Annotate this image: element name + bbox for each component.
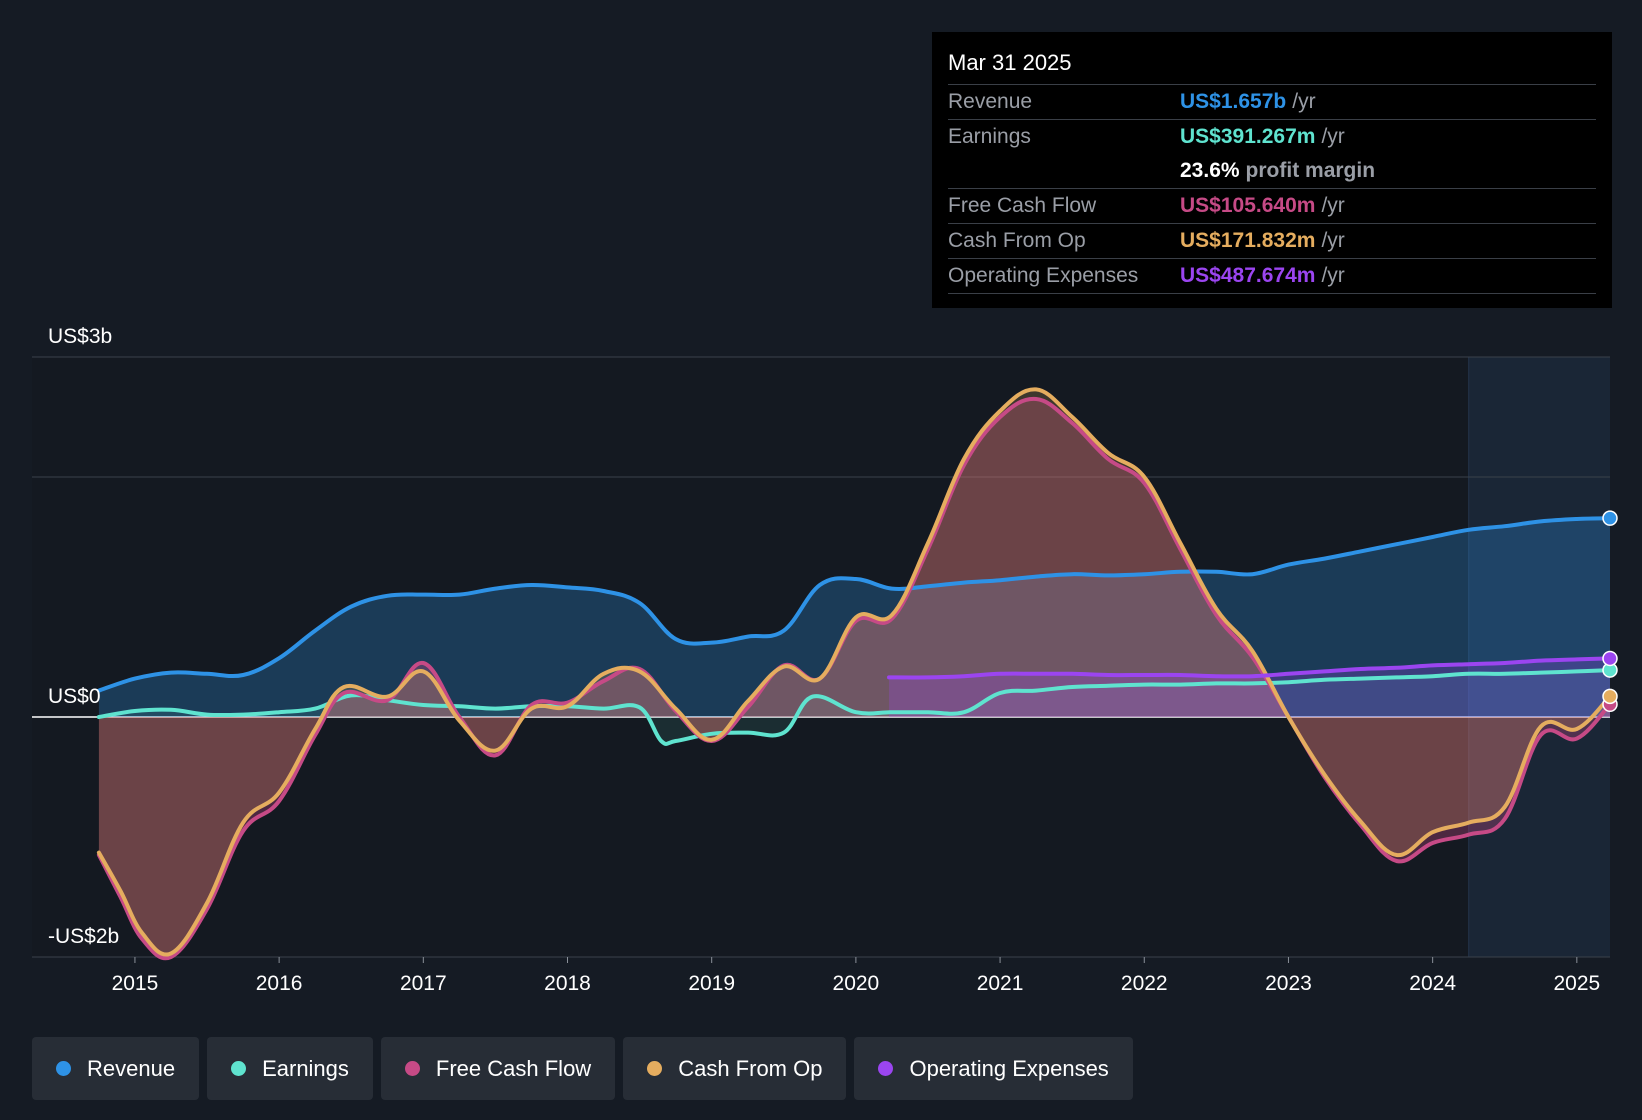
earnings-line (96, 668, 1612, 746)
legend-label: Operating Expenses (909, 1055, 1109, 1081)
tooltip-label: Free Cash Flow (948, 194, 1097, 217)
legend: Revenue Earnings Free Cash Flow Cash Fro… (32, 1037, 1133, 1100)
x-tick-label: 2015 (112, 972, 159, 995)
x-tick-label: 2019 (688, 972, 735, 995)
legend-item-free-cash-flow[interactable]: Free Cash Flow (380, 1037, 616, 1100)
tooltip-value: US$391.267m (1180, 125, 1316, 148)
legend-label: Free Cash Flow (435, 1055, 592, 1081)
legend-item-operating-expenses[interactable]: Operating Expenses (854, 1037, 1133, 1100)
x-tick-label: 2018 (544, 972, 591, 995)
tooltip-row-earnings: Earnings US$391.267m /yr (948, 119, 1596, 154)
legend-label: Earnings (262, 1055, 349, 1081)
tooltip-label: Cash From Op (948, 229, 1086, 252)
legend-dot-icon (404, 1061, 420, 1076)
tooltip-row-free-cash-flow: Free Cash Flow US$105.640m /yr (948, 188, 1596, 223)
operating-expenses-end-marker (1602, 650, 1618, 667)
tooltip-value: US$1.657b (1180, 90, 1287, 113)
x-tick-label: 2025 (1553, 972, 1600, 995)
x-tick-label: 2016 (256, 972, 303, 995)
y-axis-label: -US$2b (48, 925, 119, 948)
x-tick-label: 2022 (1121, 972, 1168, 995)
legend-dot-icon (56, 1061, 71, 1076)
tooltip-row-profit-margin: 23.6% profit margin (948, 154, 1596, 188)
tooltip-row-cash-from-op: Cash From Op US$171.832m /yr (948, 223, 1596, 258)
profit-margin-text: profit margin (1245, 159, 1376, 182)
tooltip-label: Revenue (948, 90, 1033, 113)
tooltip-row-operating-expenses: Operating Expenses US$487.674m /yr (948, 258, 1596, 294)
tooltip-label: Earnings (948, 125, 1031, 148)
free-cash-flow-area (98, 398, 1610, 959)
tooltip-unit: /yr (1292, 90, 1316, 113)
tooltip-date: Mar 31 2025 (948, 50, 1072, 75)
tooltip-value: US$105.640m (1180, 194, 1316, 217)
tooltip-label: Operating Expenses (948, 264, 1139, 287)
forecast-region (1468, 357, 1610, 957)
cash-from-op-line (96, 387, 1612, 957)
tooltip-unit: /yr (1321, 264, 1345, 287)
legend-dot-icon (231, 1061, 247, 1076)
legend-item-earnings[interactable]: Earnings (207, 1037, 373, 1100)
revenue-end-marker (1602, 510, 1618, 526)
tooltip-unit: /yr (1321, 229, 1345, 252)
cash-from-op-end-marker (1602, 688, 1618, 705)
tooltip-panel: Mar 31 2025 Revenue US$1.657b /yr Earnin… (932, 32, 1612, 308)
x-tick-label: 2017 (400, 972, 447, 995)
legend-item-cash-from-op[interactable]: Cash From Op (623, 1037, 847, 1100)
legend-dot-icon (878, 1061, 894, 1076)
x-tick-label: 2024 (1409, 972, 1456, 995)
legend-label: Cash From Op (678, 1055, 823, 1081)
plot-area (32, 357, 1610, 957)
revenue-line (96, 516, 1612, 693)
operating-expenses-area (889, 658, 1610, 717)
legend-label: Revenue (87, 1055, 176, 1081)
tooltip-value: US$171.832m (1180, 229, 1316, 252)
tooltip-value: US$487.674m (1180, 264, 1316, 287)
x-tick-label: 2021 (977, 972, 1024, 995)
y-axis-label: US$3b (48, 325, 112, 348)
legend-item-revenue[interactable]: Revenue (32, 1037, 200, 1100)
tooltip-unit: /yr (1321, 194, 1345, 217)
x-tick-label: 2023 (1265, 972, 1312, 995)
tooltip-row-revenue: Revenue US$1.657b /yr (948, 84, 1596, 119)
x-tick-label: 2020 (833, 972, 880, 995)
operating-expenses-line (887, 656, 1612, 680)
y-axis-label: US$0 (48, 685, 101, 708)
legend-dot-icon (647, 1061, 663, 1076)
earnings-area (98, 670, 1610, 744)
profit-margin-value: 23.6% (1180, 159, 1240, 182)
cash-from-op-area (98, 389, 1610, 955)
tooltip-unit: /yr (1321, 125, 1345, 148)
